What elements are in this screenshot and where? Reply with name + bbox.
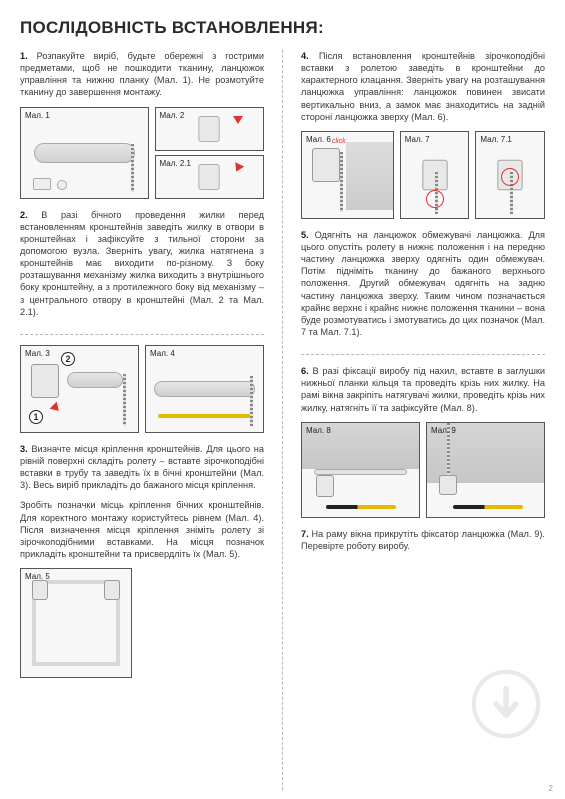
step-4-body: Після встановлення кронштейнів зірочкопо… bbox=[301, 51, 545, 122]
step-5-text: 5. Одягніть на ланцюжок обмежувачі ланцю… bbox=[301, 229, 545, 338]
window-frame-graphic bbox=[32, 580, 120, 666]
step-3-number: 3. bbox=[20, 444, 28, 454]
step-6-number: 6. bbox=[301, 366, 309, 376]
left-column: 1. Розпакуйте виріб, будьте обережні з г… bbox=[20, 50, 264, 790]
vertical-divider bbox=[282, 50, 283, 790]
figure-3-label: Мал. 3 bbox=[25, 349, 50, 358]
bracket-graphic bbox=[31, 364, 59, 398]
horizontal-divider bbox=[301, 354, 545, 355]
figure-4-label: Мал. 4 bbox=[150, 349, 175, 358]
figure-7-1: Мал. 7.1 bbox=[475, 131, 545, 219]
bracket-graphic bbox=[104, 580, 120, 600]
bracket-graphic bbox=[199, 164, 220, 190]
chain-graphic bbox=[250, 376, 253, 426]
figure-5-label: Мал. 5 bbox=[25, 572, 50, 581]
figure-6: Мал. 6 click bbox=[301, 131, 394, 219]
step-7-text: 7. На раму вікна прикрутіть фіксатор лан… bbox=[301, 528, 545, 552]
figure-2-stack: Мал. 2 Мал. 2.1 bbox=[155, 107, 264, 199]
level-graphic bbox=[158, 414, 252, 418]
step-7-number: 7. bbox=[301, 529, 309, 539]
two-column-layout: 1. Розпакуйте виріб, будьте обережні з г… bbox=[20, 50, 545, 790]
figure-4: Мал. 4 bbox=[145, 345, 264, 433]
page-number: 2 bbox=[549, 784, 553, 793]
arrow-icon bbox=[233, 116, 243, 124]
figure-7-1-label: Мал. 7.1 bbox=[480, 135, 511, 144]
figure-1-label: Мал. 1 bbox=[25, 111, 50, 120]
roller-graphic bbox=[67, 372, 123, 388]
step-4-text: 4. Після встановлення кронштейнів зірочк… bbox=[301, 50, 545, 123]
callout-badge-2: 2 bbox=[61, 352, 75, 366]
step-1-text: 1. Розпакуйте виріб, будьте обережні з г… bbox=[20, 50, 264, 99]
roller-graphic bbox=[154, 381, 255, 397]
figure-row-3-4: Мал. 3 1 2 Мал. 4 bbox=[20, 345, 264, 433]
figure-6-label: Мал. 6 bbox=[306, 135, 331, 144]
step-7-body: На раму вікна прикрутіть фіксатор ланцюж… bbox=[301, 529, 545, 551]
figure-7: Мал. 7 bbox=[400, 131, 470, 219]
part-icon bbox=[33, 178, 51, 190]
chain-fixer-graphic bbox=[439, 475, 457, 495]
step-3-text-b: Зробіть позначки місць кріплення бічних … bbox=[20, 499, 264, 560]
figure-9-label: Мал. 9 bbox=[431, 426, 456, 435]
figure-2-1: Мал. 2.1 bbox=[155, 155, 264, 199]
step-2-body: В разі бічного проведення жилки перед вс… bbox=[20, 210, 264, 317]
screwdriver-icon bbox=[453, 505, 523, 509]
bracket-graphic bbox=[32, 580, 48, 600]
arrow-icon bbox=[50, 401, 63, 414]
screwdriver-icon bbox=[326, 505, 396, 509]
chain-graphic bbox=[131, 144, 134, 192]
instruction-page: ПОСЛІДОВНІСТЬ ВСТАНОВЛЕННЯ: 1. Розпакуйт… bbox=[0, 0, 565, 799]
step-4-number: 4. bbox=[301, 51, 309, 61]
figure-8-label: Мал. 8 bbox=[306, 426, 331, 435]
tensioner-graphic bbox=[316, 475, 334, 497]
roller-graphic bbox=[34, 143, 135, 163]
chain-graphic bbox=[340, 152, 343, 212]
bracket-graphic bbox=[199, 116, 220, 142]
page-title: ПОСЛІДОВНІСТЬ ВСТАНОВЛЕННЯ: bbox=[20, 18, 545, 38]
figure-8: Мал. 8 bbox=[301, 422, 420, 518]
figure-2: Мал. 2 bbox=[155, 107, 264, 151]
figure-row-1-2: Мал. 1 Мал. 2 Мал. 2.1 bbox=[20, 107, 264, 199]
figure-1: Мал. 1 bbox=[20, 107, 149, 199]
bracket-graphic bbox=[312, 148, 340, 182]
highlight-circle-icon bbox=[426, 190, 444, 208]
figure-2-1-label: Мал. 2.1 bbox=[160, 159, 191, 168]
callout-badge-1: 1 bbox=[29, 410, 43, 424]
highlight-circle-icon bbox=[501, 168, 519, 186]
click-label: click bbox=[332, 138, 346, 145]
figure-row-6-7: Мал. 6 click Мал. 7 Мал. 7.1 bbox=[301, 131, 545, 219]
figure-9: Мал. 9 bbox=[426, 422, 545, 518]
step-1-body: Розпакуйте виріб, будьте обережні з гост… bbox=[20, 51, 264, 97]
figure-row-8-9: Мал. 8 Мал. 9 bbox=[301, 422, 545, 518]
step-3-text-a: 3. Визначте місця кріплення кронштейнів.… bbox=[20, 443, 264, 492]
figure-2-label: Мал. 2 bbox=[160, 111, 185, 120]
arrow-icon bbox=[232, 162, 244, 173]
step-5-body: Одягніть на ланцюжок обмежувачі ланцюжка… bbox=[301, 230, 545, 337]
figure-5: Мал. 5 bbox=[20, 568, 132, 678]
step-5-number: 5. bbox=[301, 230, 309, 240]
step-3-body-a: Визначте місця кріплення кронштейнів. Дл… bbox=[20, 444, 264, 490]
bottom-bar-graphic bbox=[314, 469, 408, 475]
figure-7-label: Мал. 7 bbox=[405, 135, 430, 144]
watermark-icon bbox=[471, 669, 541, 739]
horizontal-divider bbox=[20, 334, 264, 335]
chain-graphic bbox=[123, 374, 126, 426]
step-1-number: 1. bbox=[20, 51, 28, 61]
figure-3: Мал. 3 1 2 bbox=[20, 345, 139, 433]
part-icon bbox=[57, 180, 67, 190]
step-2-number: 2. bbox=[20, 210, 28, 220]
step-6-text: 6. В разі фіксації виробу під нахил, вст… bbox=[301, 365, 545, 414]
fabric-graphic bbox=[346, 142, 394, 210]
step-6-body: В разі фіксації виробу під нахил, вставт… bbox=[301, 366, 545, 412]
step-2-text: 2. В разі бічного проведення жилки перед… bbox=[20, 209, 264, 318]
